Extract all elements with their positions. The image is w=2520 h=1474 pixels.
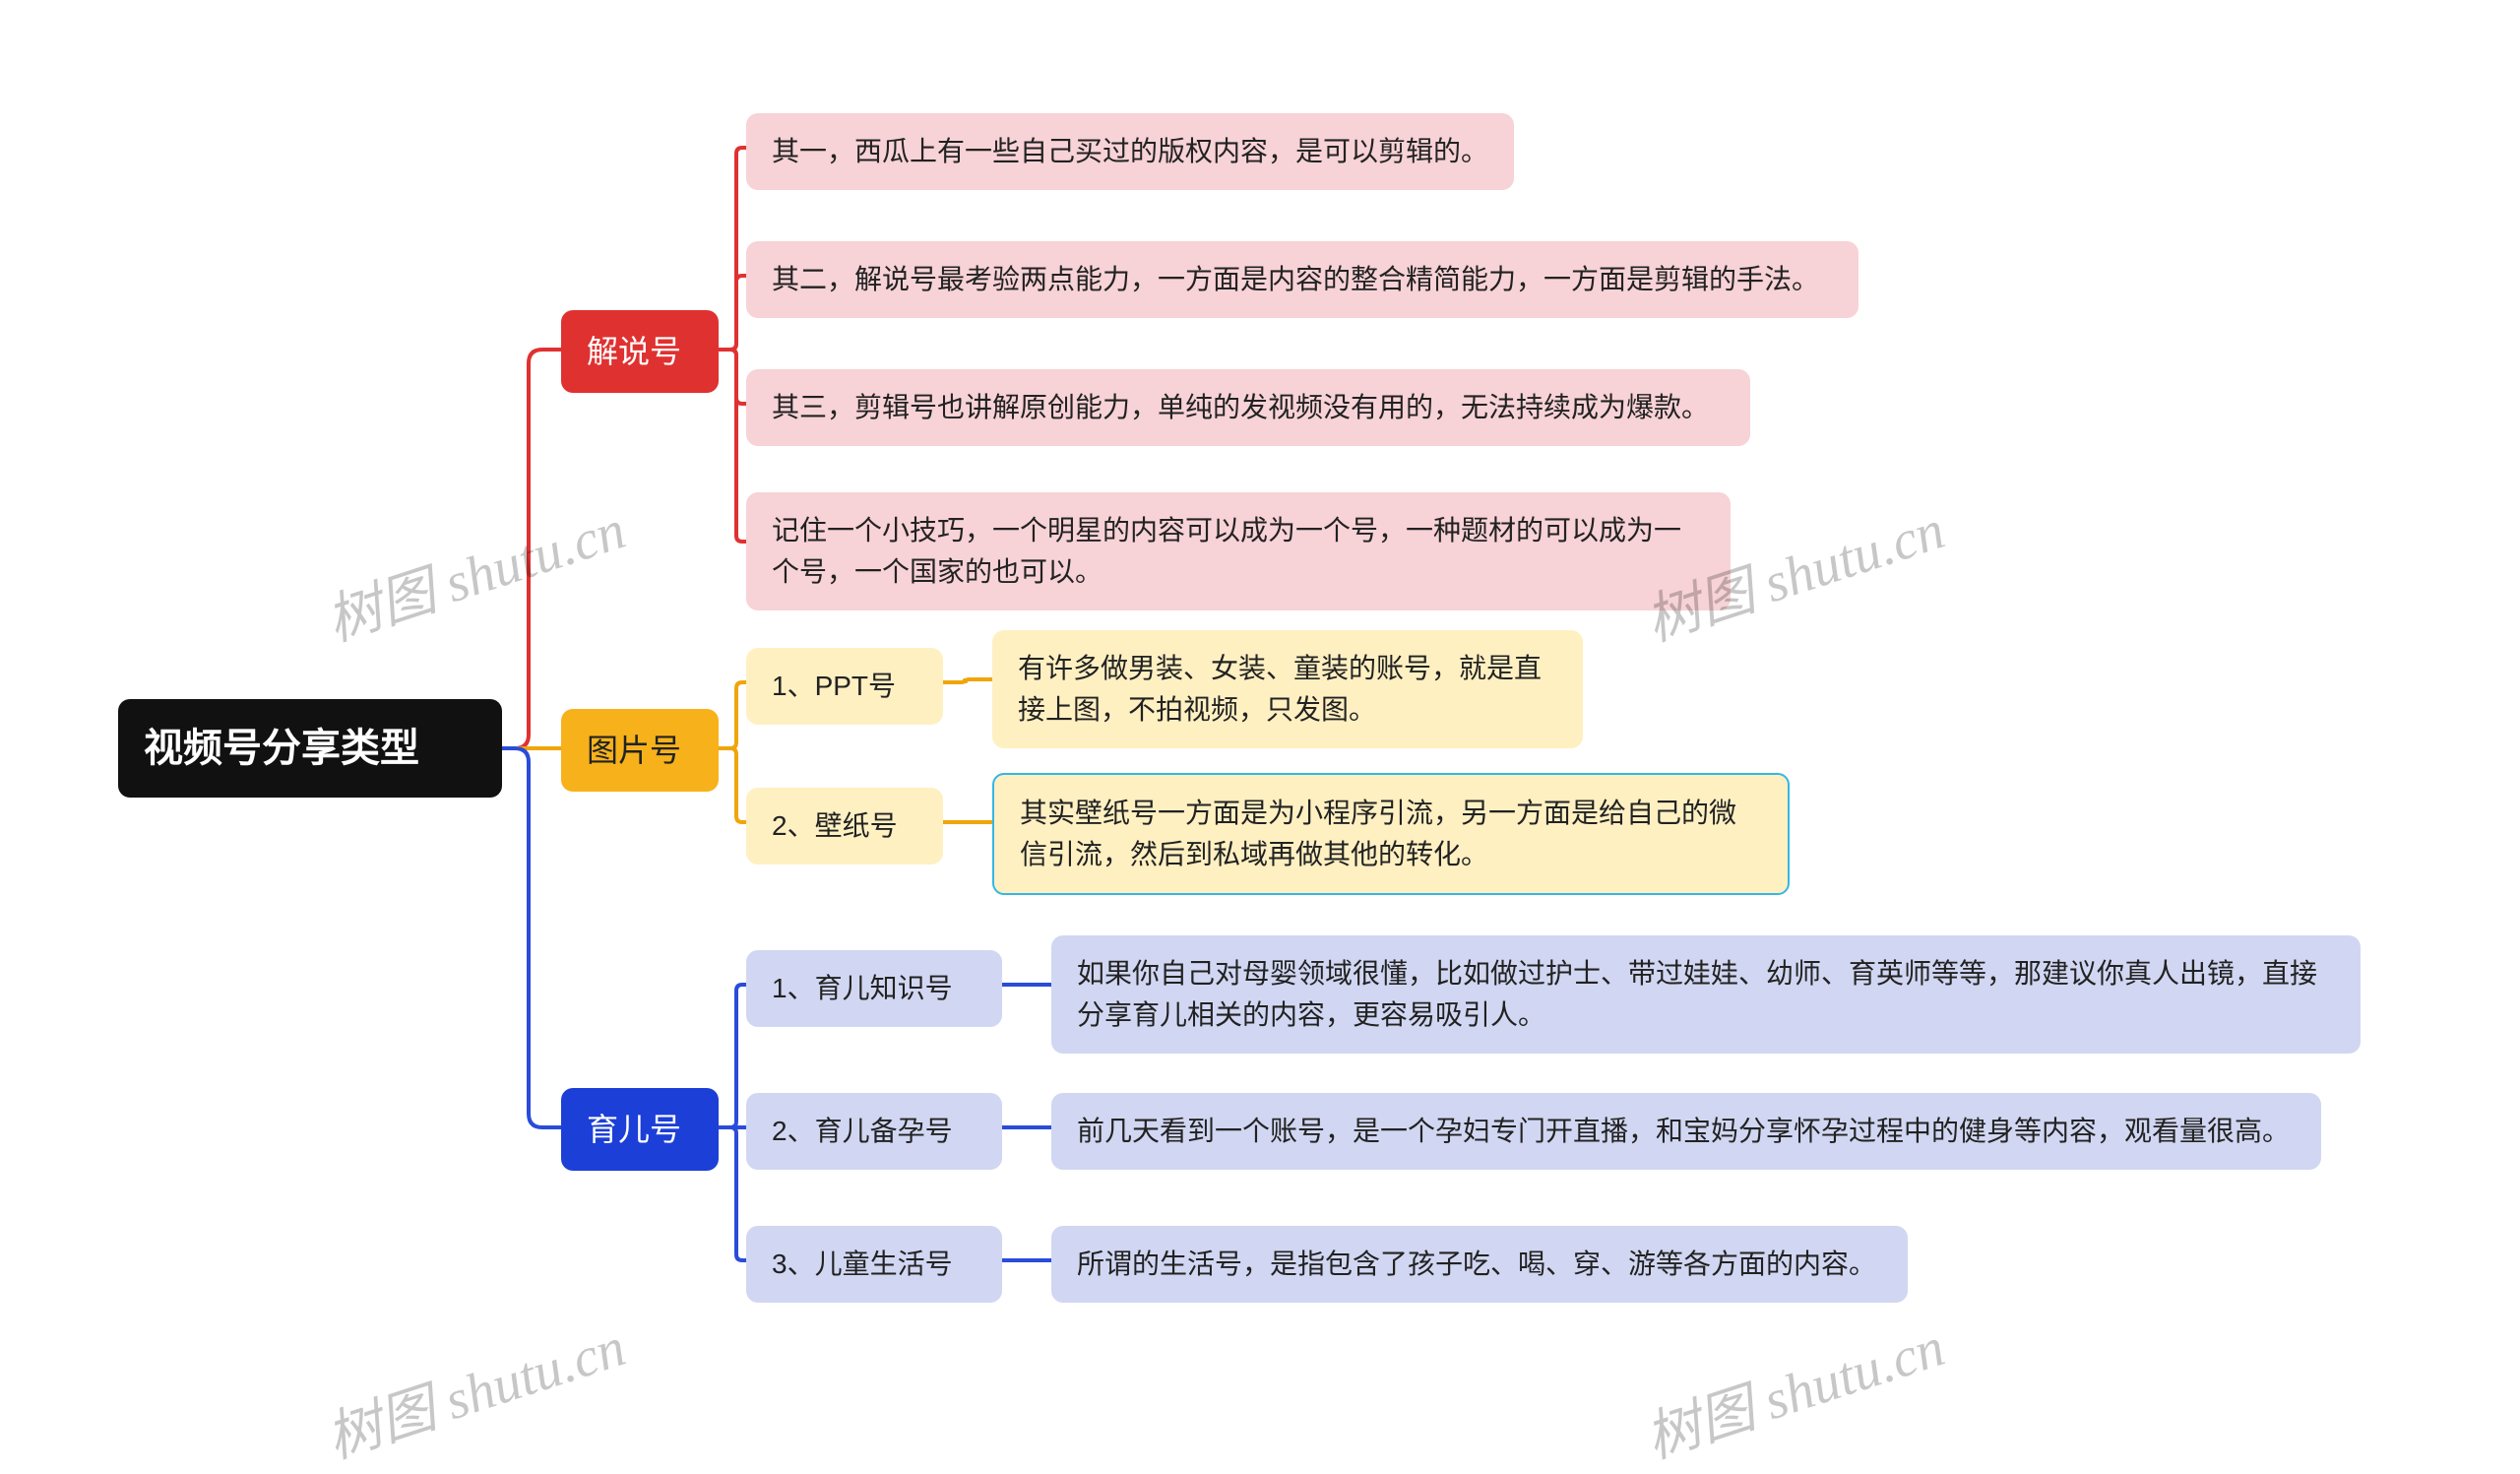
leaf-b3c3a[interactable]: 所谓的生活号，是指包含了孩子吃、喝、穿、游等各方面的内容。 — [1051, 1226, 1908, 1303]
connector — [719, 350, 746, 542]
leaf-b2c2a[interactable]: 其实壁纸号一方面是为小程序引流，另一方面是给自己的微信引流，然后到私域再做其他的… — [992, 773, 1790, 895]
connector — [719, 682, 746, 748]
branch-b2[interactable]: 图片号 — [561, 709, 719, 792]
leaf-b1c4[interactable]: 记住一个小技巧，一个明星的内容可以成为一个号，一种题材的可以成为一个号，一个国家… — [746, 492, 1731, 610]
leaf-b3c1a[interactable]: 如果你自己对母婴领域很懂，比如做过护士、带过娃娃、幼师、育英师等等，那建议你真人… — [1051, 935, 2361, 1054]
leaf-b1c3[interactable]: 其三，剪辑号也讲解原创能力，单纯的发视频没有用的，无法持续成为爆款。 — [746, 369, 1750, 446]
watermark: 树图 shutu.cn — [1634, 1303, 1953, 1474]
watermark: 树图 shutu.cn — [315, 1303, 634, 1474]
leaf-b3c1[interactable]: 1、育儿知识号 — [746, 950, 1002, 1027]
leaf-b2c1[interactable]: 1、PPT号 — [746, 648, 943, 725]
connector — [719, 985, 746, 1127]
leaf-b2c1a[interactable]: 有许多做男装、女装、童装的账号，就是直接上图，不拍视频，只发图。 — [992, 630, 1583, 748]
connector — [719, 148, 746, 350]
connector — [719, 748, 746, 822]
branch-b1[interactable]: 解说号 — [561, 310, 719, 393]
branch-b3[interactable]: 育儿号 — [561, 1088, 719, 1171]
connector — [943, 678, 992, 683]
leaf-b3c2[interactable]: 2、育儿备孕号 — [746, 1093, 1002, 1170]
connector — [502, 748, 561, 1127]
leaf-b3c2a[interactable]: 前几天看到一个账号，是一个孕妇专门开直播，和宝妈分享怀孕过程中的健身等内容，观看… — [1051, 1093, 2321, 1170]
connector — [719, 1127, 746, 1260]
connector — [719, 350, 746, 404]
watermark: 树图 shutu.cn — [315, 485, 634, 657]
leaf-b3c3[interactable]: 3、儿童生活号 — [746, 1226, 1002, 1303]
leaf-b2c2[interactable]: 2、壁纸号 — [746, 788, 943, 865]
mindmap-root[interactable]: 视频号分享类型 — [118, 699, 502, 798]
leaf-b1c2[interactable]: 其二，解说号最考验两点能力，一方面是内容的整合精简能力，一方面是剪辑的手法。 — [746, 241, 1858, 318]
connector — [502, 350, 561, 748]
connector — [719, 276, 746, 350]
leaf-b1c1[interactable]: 其一，西瓜上有一些自己买过的版权内容，是可以剪辑的。 — [746, 113, 1514, 190]
